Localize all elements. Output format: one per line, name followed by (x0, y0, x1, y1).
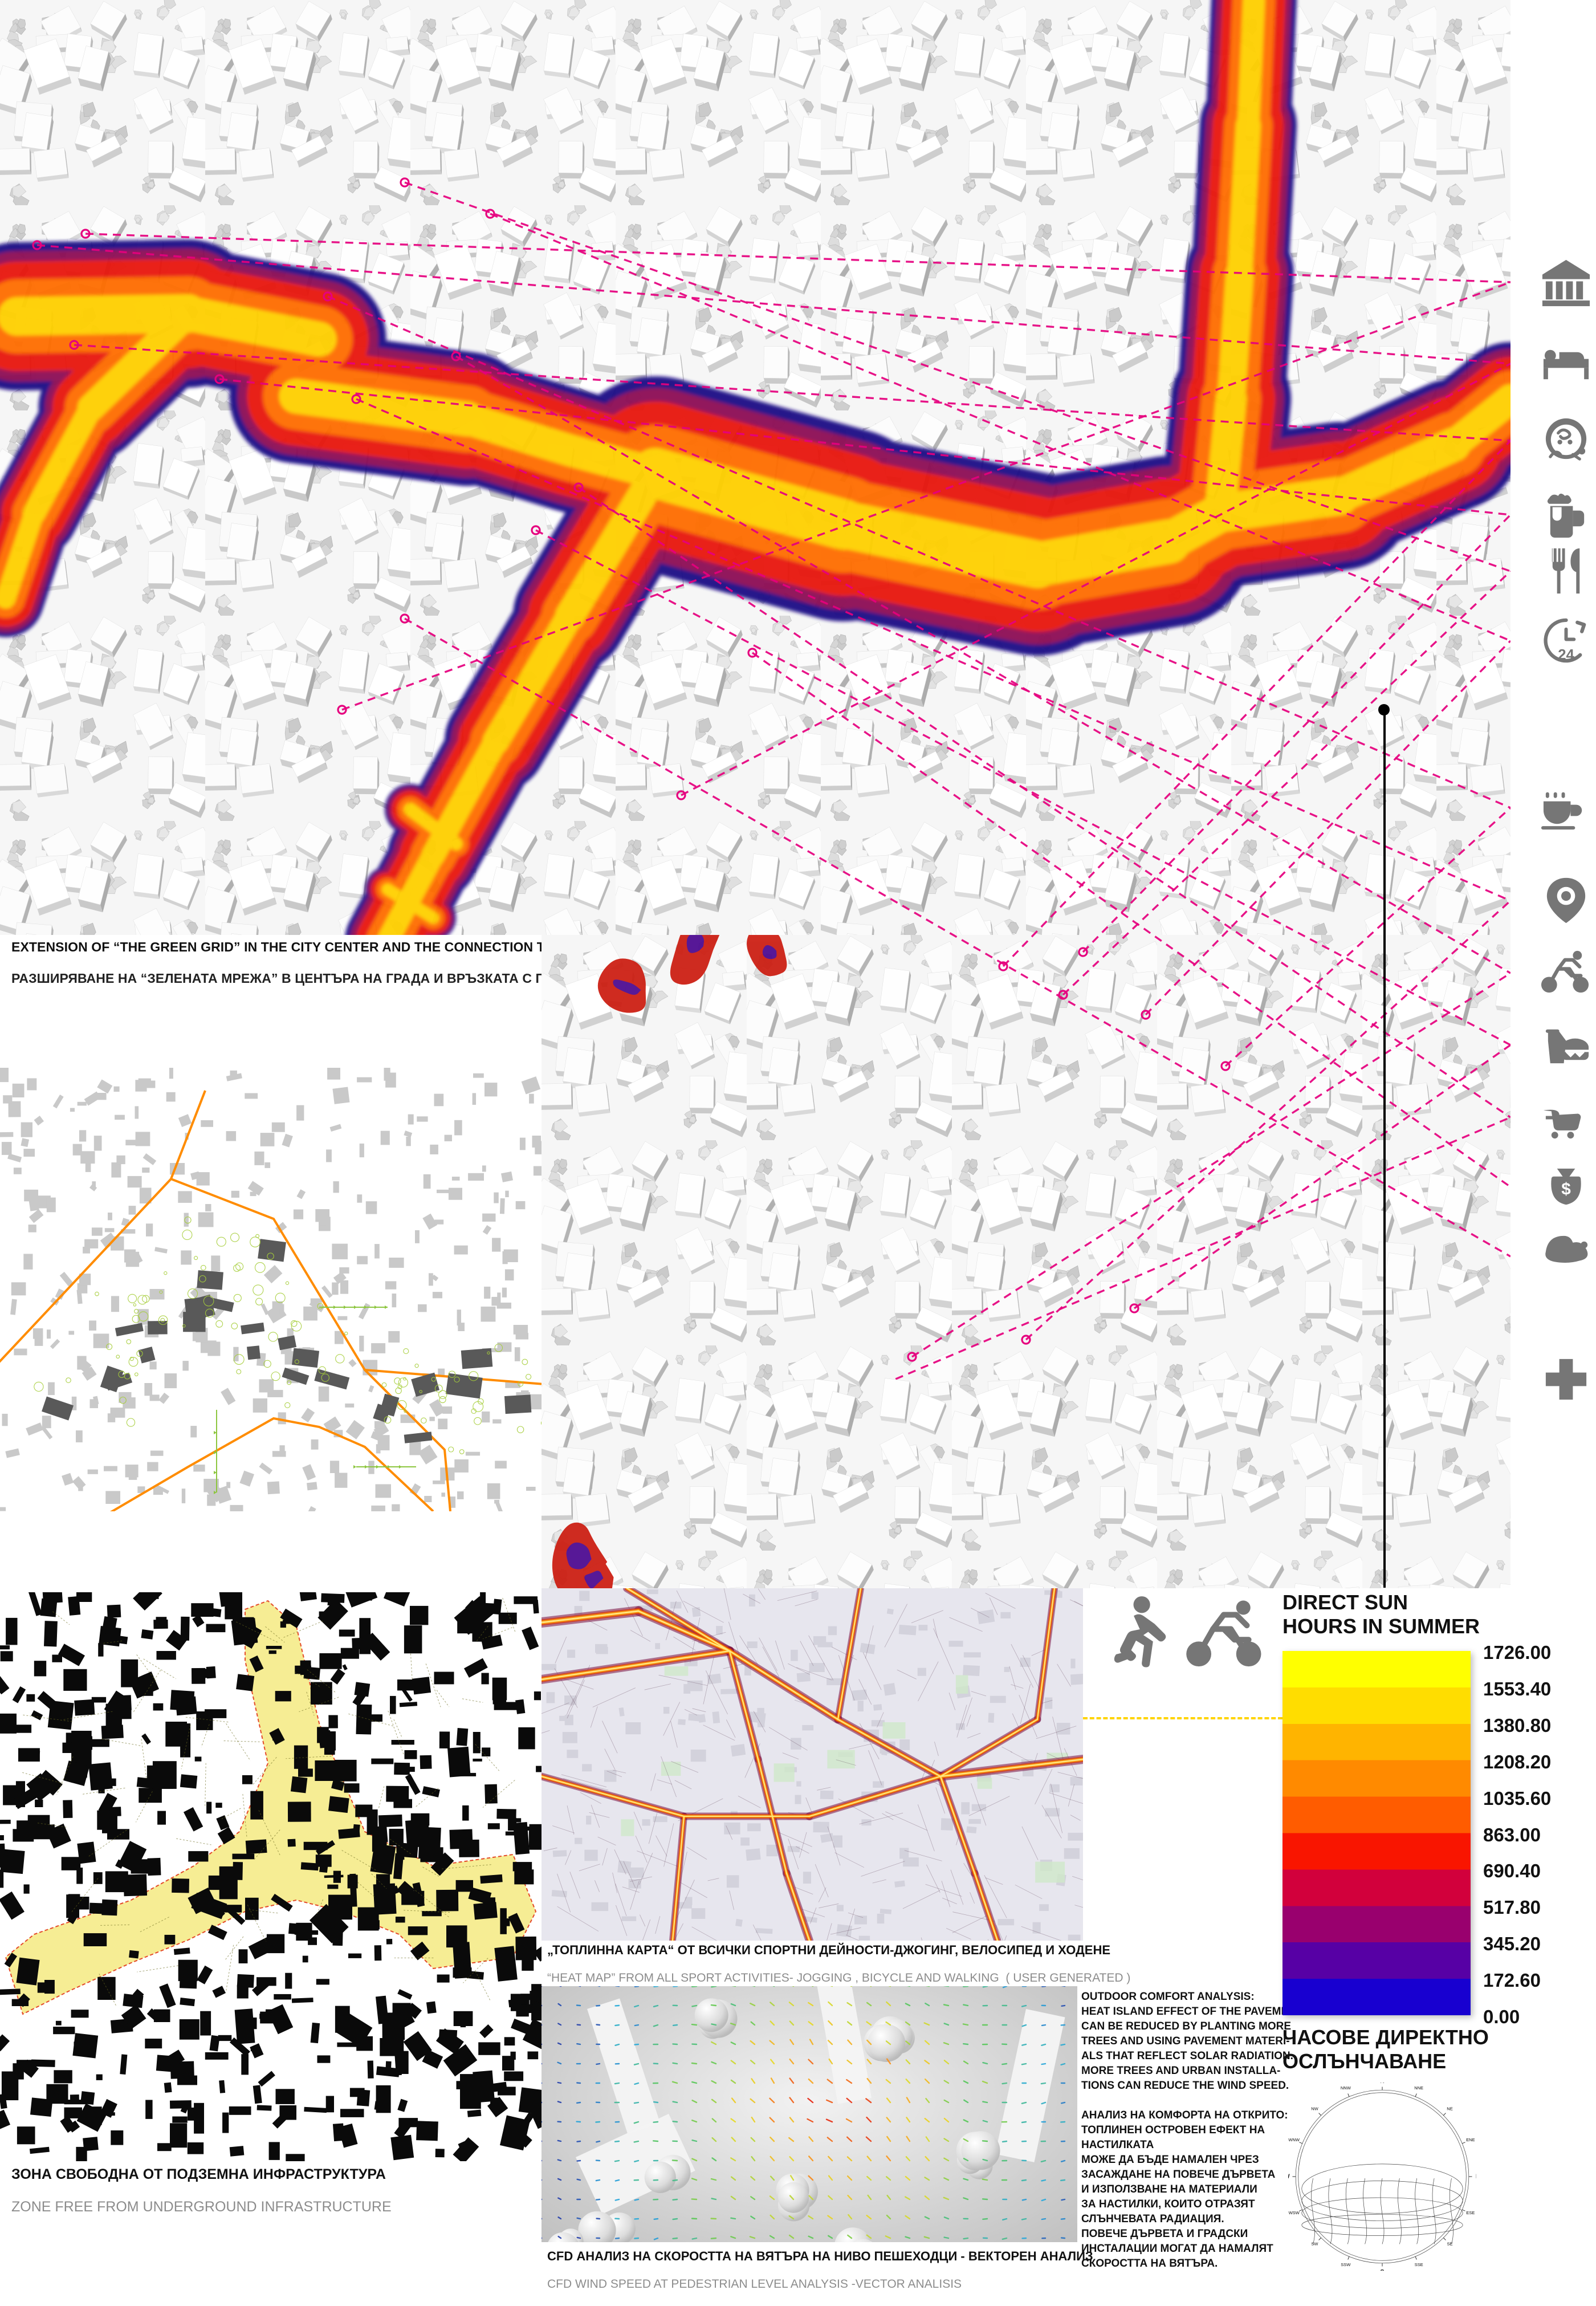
svg-text:WNW: WNW (1288, 2137, 1300, 2142)
svg-text:SSW: SSW (1341, 2262, 1351, 2267)
svg-text:W: W (1288, 2173, 1290, 2180)
svg-text:SSE: SSE (1415, 2262, 1423, 2267)
svg-text:NNE: NNE (1414, 2085, 1423, 2091)
svg-text:N: N (1380, 2083, 1385, 2084)
svg-text:NW: NW (1311, 2106, 1318, 2111)
svg-text:NNW: NNW (1341, 2085, 1351, 2091)
svg-text:SE: SE (1447, 2241, 1452, 2246)
svg-text:ESE: ESE (1466, 2210, 1475, 2215)
svg-text:ENE: ENE (1466, 2137, 1475, 2142)
svg-text:S: S (1380, 2268, 1384, 2271)
svg-text:WSW: WSW (1289, 2210, 1300, 2215)
svg-text:NE: NE (1447, 2106, 1452, 2111)
svg-text:SW: SW (1311, 2241, 1318, 2246)
